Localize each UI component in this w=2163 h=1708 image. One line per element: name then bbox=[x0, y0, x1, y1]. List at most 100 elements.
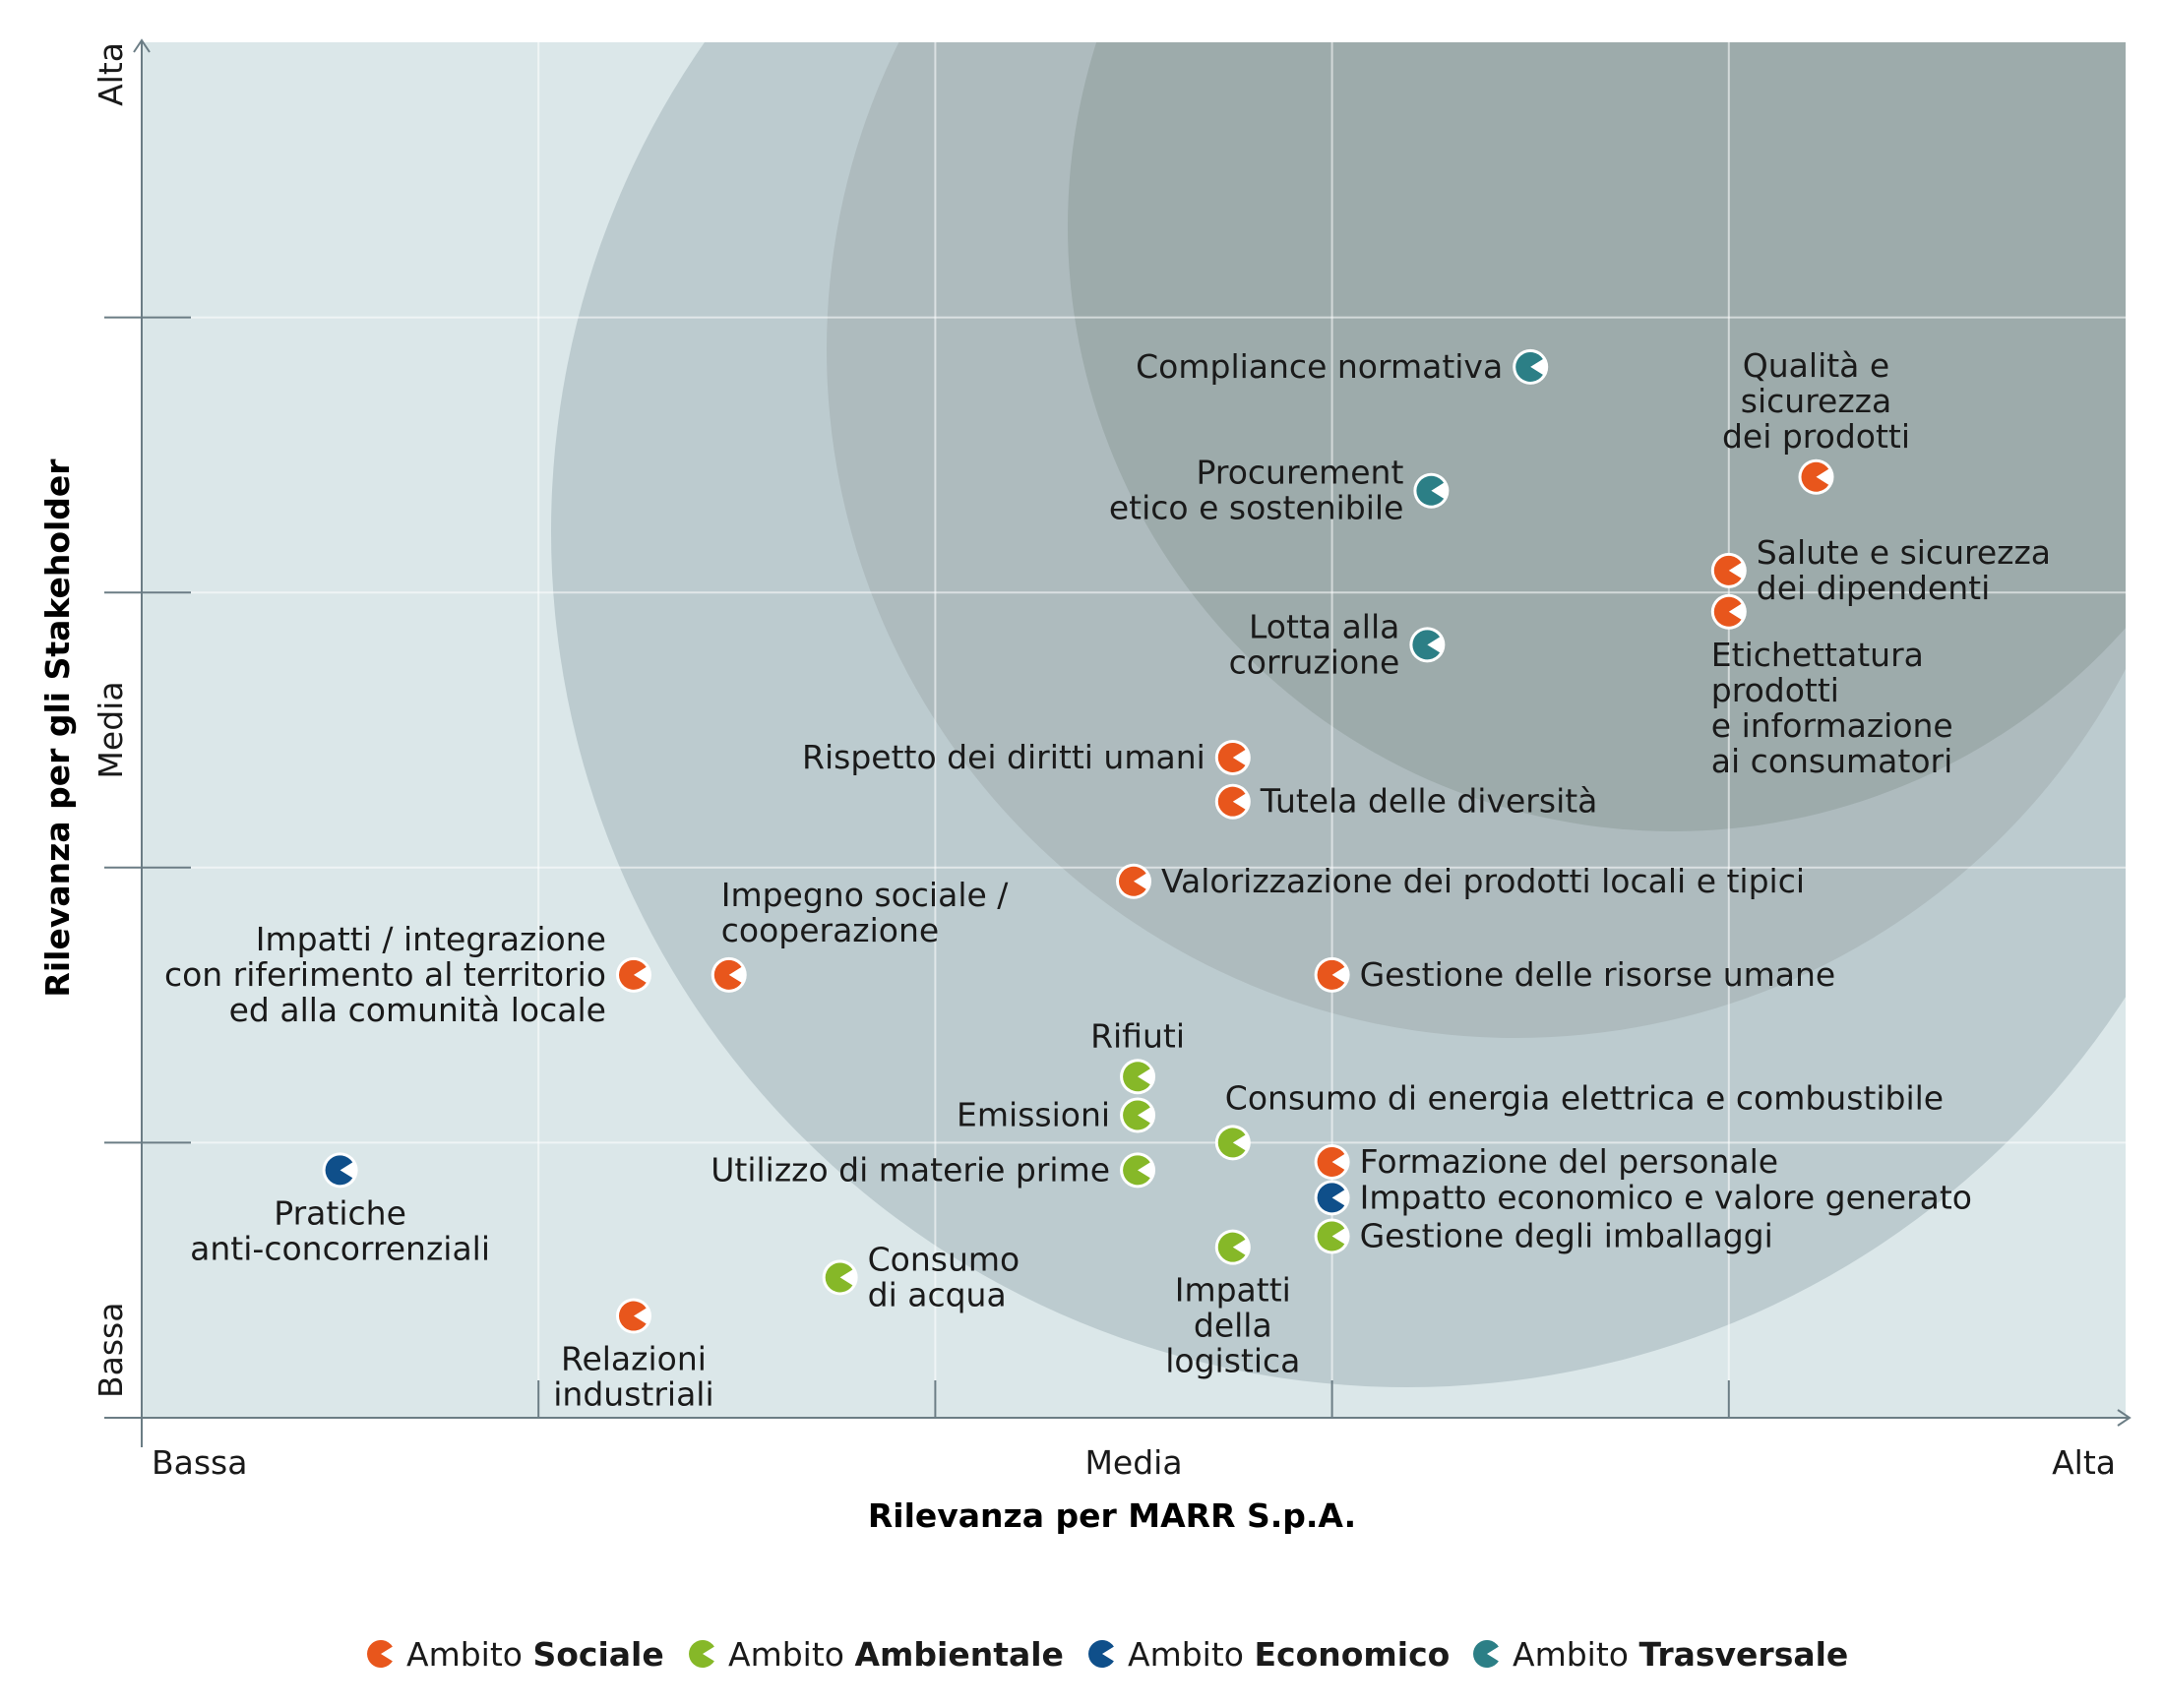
x-tick-label: Alta bbox=[2052, 1443, 2116, 1482]
y-axis-arrow bbox=[133, 38, 151, 53]
axes: Bassa Media Alta Bassa Media Alta Rilevanza pe… bbox=[38, 38, 2132, 1535]
point-marker-trasversale bbox=[1409, 627, 1446, 663]
point-label: dei prodotti bbox=[1722, 417, 1910, 456]
point-label: Consumo di energia elettrica e combustib… bbox=[1225, 1078, 1944, 1117]
point-marker-ambientale bbox=[1214, 1229, 1251, 1265]
legend-item-ambientale: Ambito Ambientale bbox=[686, 1635, 1064, 1674]
point-label: ed alla comunità locale bbox=[229, 991, 606, 1029]
point-label: Impatti / integrazione bbox=[256, 920, 606, 958]
point-label: Rifiuti bbox=[1090, 1016, 1185, 1055]
point-label: Salute e sicurezza bbox=[1757, 533, 2051, 572]
point-marker-sociale bbox=[1314, 1143, 1350, 1180]
point-label: Rispetto dei diritti umani bbox=[802, 738, 1205, 776]
point-label: Relazioni bbox=[561, 1340, 707, 1378]
data-point: Compliance normativa bbox=[1136, 347, 1549, 386]
y-tick-label: Bassa bbox=[92, 1303, 130, 1398]
point-marker-trasversale bbox=[1513, 348, 1549, 385]
point-marker-sociale bbox=[1116, 863, 1151, 899]
point-marker-sociale bbox=[711, 956, 747, 993]
data-point: Gestione degli imballaggi bbox=[1314, 1216, 1773, 1254]
point-label: Valorizzazione dei prodotti locali e tip… bbox=[1161, 862, 1805, 900]
legend-marker-ambientale bbox=[686, 1637, 719, 1671]
legend-label: Ambito Trasversale bbox=[1513, 1635, 1848, 1674]
point-marker-ambientale bbox=[1120, 1059, 1156, 1095]
point-label: cooperazione bbox=[721, 911, 939, 949]
data-point: Formazione del personale bbox=[1314, 1142, 1778, 1181]
point-label: Formazione del personale bbox=[1360, 1142, 1778, 1181]
point-label: sicurezza bbox=[1741, 382, 1891, 420]
point-marker-economico bbox=[322, 1152, 358, 1189]
point-marker-sociale bbox=[1798, 458, 1834, 495]
point-marker-sociale bbox=[615, 956, 651, 993]
data-point: Emissioni bbox=[957, 1095, 1156, 1133]
point-marker-trasversale bbox=[1413, 472, 1450, 509]
point-marker-sociale bbox=[1214, 739, 1251, 775]
y-tick-label: Media bbox=[92, 681, 130, 778]
x-axis-arrow bbox=[2117, 1409, 2132, 1427]
point-label: Gestione delle risorse umane bbox=[1360, 955, 1836, 994]
point-label: con riferimento al territorio bbox=[164, 955, 606, 994]
point-marker-sociale bbox=[1314, 956, 1350, 993]
point-marker-sociale bbox=[1214, 783, 1251, 820]
point-label: industriali bbox=[553, 1375, 713, 1414]
point-marker-ambientale bbox=[1120, 1097, 1156, 1133]
point-label: Lotta alla bbox=[1249, 607, 1399, 645]
point-label: Emissioni bbox=[957, 1095, 1110, 1133]
legend-marker-sociale bbox=[364, 1637, 398, 1671]
legend: Ambito Sociale Ambito Ambientale Ambito Ec… bbox=[364, 1635, 1848, 1674]
point-marker-ambientale bbox=[1314, 1218, 1350, 1254]
point-label: ai consumatori bbox=[1711, 742, 1952, 780]
point-label: Pratiche bbox=[274, 1193, 406, 1232]
data-point: Gestione delle risorse umane bbox=[1314, 955, 1836, 994]
data-point: Rifiuti bbox=[1090, 1016, 1185, 1095]
point-label: Tutela delle diversità bbox=[1260, 782, 1598, 821]
legend-label: Ambito Sociale bbox=[406, 1635, 664, 1674]
legend-item-economico: Ambito Economico bbox=[1085, 1635, 1450, 1674]
point-label: Impatti bbox=[1175, 1271, 1291, 1310]
data-point: Consumo di energia elettrica e combustib… bbox=[1214, 1078, 1944, 1161]
point-label: della bbox=[1194, 1307, 1272, 1345]
point-label: Utilizzo di materie prime bbox=[711, 1150, 1110, 1189]
point-label: Qualità e bbox=[1743, 346, 1889, 385]
point-marker-ambientale bbox=[822, 1259, 858, 1296]
point-label: Compliance normativa bbox=[1136, 347, 1503, 386]
point-label: corruzione bbox=[1229, 642, 1400, 681]
data-point: Utilizzo di materie prime bbox=[711, 1150, 1156, 1189]
point-label: dei dipendenti bbox=[1757, 569, 1990, 607]
data-point: Impatto economico e valore generato bbox=[1314, 1178, 1972, 1216]
point-marker-sociale bbox=[1710, 552, 1747, 588]
point-label: etico e sostenibile bbox=[1109, 489, 1404, 527]
point-label: di acqua bbox=[868, 1275, 1007, 1313]
point-label: logistica bbox=[1165, 1342, 1300, 1380]
legend-marker-trasversale bbox=[1470, 1637, 1504, 1671]
point-marker-sociale bbox=[615, 1298, 651, 1334]
point-label: prodotti bbox=[1711, 671, 1839, 709]
point-label: Impatto economico e valore generato bbox=[1360, 1178, 1972, 1216]
point-marker-ambientale bbox=[1214, 1125, 1251, 1161]
point-marker-sociale bbox=[1710, 593, 1747, 630]
legend-item-sociale: Ambito Sociale bbox=[364, 1635, 664, 1674]
data-point: Tutela delle diversità bbox=[1214, 782, 1598, 821]
legend-marker-economico bbox=[1085, 1637, 1119, 1671]
data-point: Valorizzazione dei prodotti locali e tip… bbox=[1116, 862, 1805, 900]
point-label: Procurement bbox=[1197, 454, 1404, 492]
x-axis-title: Rilevanza per MARR S.p.A. bbox=[868, 1496, 1356, 1535]
materiality-circles bbox=[551, 42, 2126, 1387]
y-tick-label: Alta bbox=[92, 42, 130, 106]
data-points: Compliance normativa Qualità esicurezzade… bbox=[164, 346, 2051, 1414]
x-tick-label: Media bbox=[1084, 1443, 1182, 1482]
data-point: Rispetto dei diritti umani bbox=[802, 738, 1251, 776]
point-marker-economico bbox=[1314, 1180, 1350, 1216]
legend-item-trasversale: Ambito Trasversale bbox=[1470, 1635, 1848, 1674]
point-label: Impegno sociale / bbox=[721, 876, 1010, 914]
legend-label: Ambito Ambientale bbox=[728, 1635, 1064, 1674]
point-label: Consumo bbox=[868, 1240, 1020, 1278]
point-label: Gestione degli imballaggi bbox=[1360, 1216, 1773, 1254]
